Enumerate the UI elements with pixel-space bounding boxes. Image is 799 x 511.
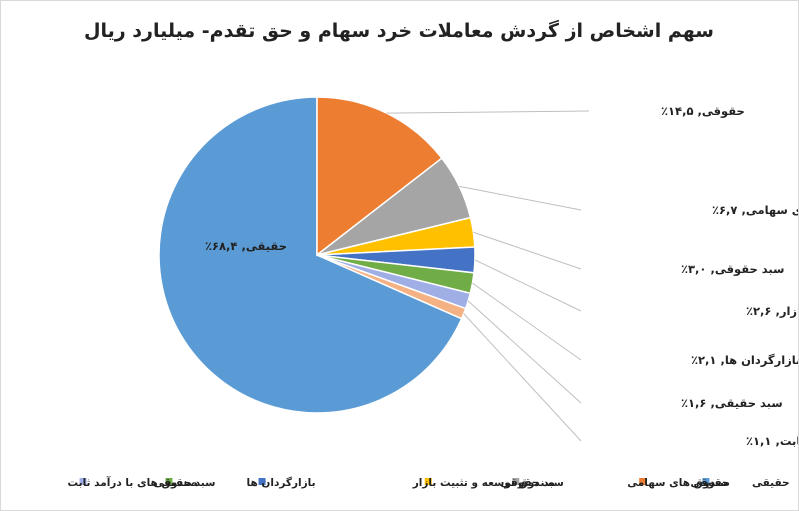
pie-slice-8 [316, 254, 467, 320]
data-label-2: حقوقی, ۱۴,۵٪ [661, 104, 745, 119]
legend-label-7: سبد حقیقی [153, 477, 215, 489]
data-label-6: بازارگردان ها, ۲,۱٪ [691, 353, 798, 367]
legend-label-6: بازارگردان ها [247, 476, 316, 489]
leader-line-8 [463, 313, 582, 442]
legend-swatch-5 [258, 478, 266, 485]
data-label-7: سبد حقیقی, ۱,۶٪ [681, 396, 783, 410]
leader-lines [386, 110, 590, 442]
leader-line-3 [459, 185, 582, 211]
leader-line-7 [467, 300, 582, 404]
pie-slice-1 [158, 96, 463, 414]
leader-line-4 [473, 231, 582, 270]
leader-line-6 [472, 282, 582, 361]
leader-line-2 [386, 110, 590, 114]
legend-label-8: صندوق های با درآمد ثابت [68, 476, 198, 489]
leader-line-5 [474, 259, 582, 312]
legend-swatch-2 [639, 478, 647, 485]
legend-swatch-7 [79, 478, 87, 485]
data-label-3: صندوق های سهامی, ۶,۷٪ [712, 203, 798, 218]
legend-label-4: سبد حقوقی [500, 477, 564, 489]
data-label-1: حقیقی, ۶۸,۴٪ [205, 239, 287, 253]
data-label-5: صندوق توسعه و تثبیت بازار, ۲,۶٪ [746, 304, 798, 319]
legend-label-5: صندوق توسعه و تثبیت بازار [412, 477, 555, 489]
chart-title: سهم اشخاص از گردش معاملات خرد سهام و حق … [84, 19, 714, 42]
data-label-4: سبد حقوقی, ۳,۰٪ [681, 262, 784, 277]
data-labels: حقیقی, ۶۸,۴٪ حقوقی, ۱۴,۵٪ صندوق های سهامی,… [205, 104, 798, 449]
legend-label-3: صندوق های سهامی [627, 477, 730, 489]
legend-swatch-6 [165, 478, 173, 485]
pie-slices [158, 96, 476, 414]
pie-slice-2 [316, 96, 443, 257]
legend-swatch-3 [512, 478, 520, 485]
legend-swatch-1 [702, 478, 710, 485]
data-label-8: صندوق های با درآمد ثابت, ۱,۱٪ [746, 434, 798, 449]
legend-label-1: حقیقی [752, 477, 790, 489]
legend-swatch-4 [424, 478, 432, 485]
legend-label-2: حقوقی [690, 477, 729, 489]
